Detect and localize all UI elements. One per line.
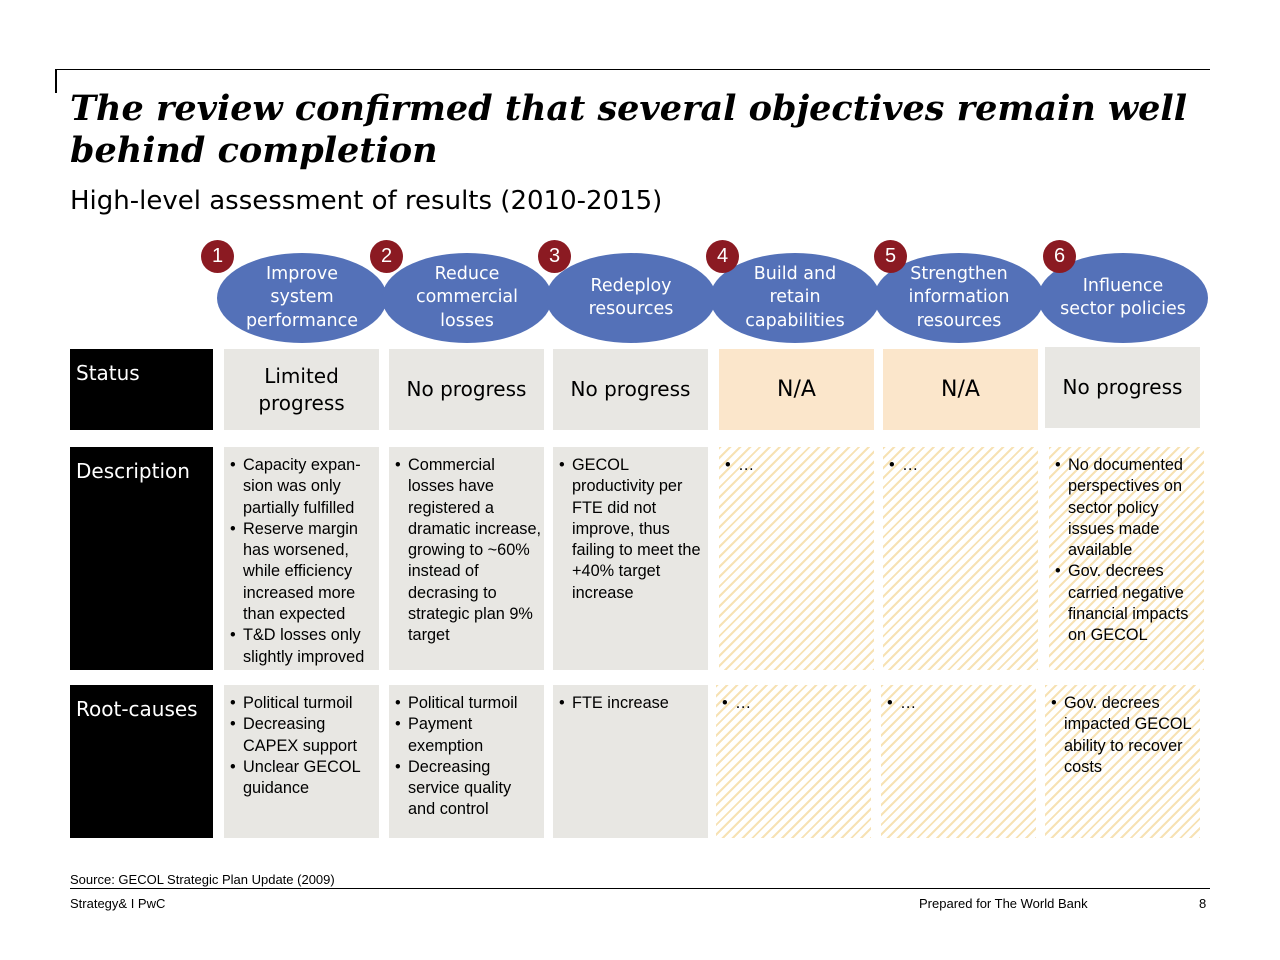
description-cell: GECOL productivity per FTE did not impro… xyxy=(553,447,708,670)
objective-number-badge: 3 xyxy=(538,240,571,273)
description-cell: … xyxy=(883,447,1038,670)
root-cause-cell: FTE increase xyxy=(553,685,708,838)
bullet-item: Gov. decrees impacted GECOL ability to r… xyxy=(1051,693,1198,778)
objective-number-badge: 5 xyxy=(874,240,907,273)
objective-label: Improve system performance xyxy=(245,263,359,331)
bullet-item: T&D losses only slightly improved xyxy=(230,625,377,668)
bullet-item: Reserve margin has worsened, while effic… xyxy=(230,519,377,625)
bullet-list: Commercial losses have registered a dram… xyxy=(389,447,544,647)
status-cell: No progress xyxy=(553,349,708,430)
bullet-item: GECOL productivity per FTE did not impro… xyxy=(559,455,706,604)
bullet-item: … xyxy=(722,693,869,715)
bullet-item: Decreasing CAPEX support xyxy=(230,714,377,757)
objective-label: Strengthen information resources xyxy=(908,263,1010,331)
root-cause-cell: Political turmoil Decreasing CAPEX suppo… xyxy=(224,685,379,838)
objective-1-ellipse: Improve system performance xyxy=(217,253,387,343)
status-cell: N/A xyxy=(719,349,874,430)
objective-5-ellipse: Strengthen information resources xyxy=(874,253,1044,343)
bullet-item: … xyxy=(887,693,1034,715)
bullet-item: … xyxy=(889,455,1036,477)
objective-label: Influence sector policies xyxy=(1060,275,1186,320)
bullet-list: … xyxy=(883,447,1038,477)
source-note: Source: GECOL Strategic Plan Update (200… xyxy=(70,872,335,887)
bullet-item: … xyxy=(725,455,872,477)
row-header-root-causes: Root-causes xyxy=(70,685,213,838)
status-cell: No progress xyxy=(389,349,544,430)
bullet-item: Political turmoil xyxy=(230,693,377,715)
root-cause-cell: … xyxy=(881,685,1036,838)
objective-number-badge: 2 xyxy=(370,240,403,273)
description-cell: Capacity expan-sion was only partially f… xyxy=(224,447,379,670)
bullet-list: … xyxy=(716,685,871,715)
row-header-status: Status xyxy=(70,349,213,430)
bullet-list: FTE increase xyxy=(553,685,708,715)
bullet-item: Gov. decrees carried negative financial … xyxy=(1055,561,1202,646)
bullet-list: … xyxy=(881,685,1036,715)
bullet-list: Political turmoil Payment exemption Decr… xyxy=(389,685,544,821)
bullet-list: Gov. decrees impacted GECOL ability to r… xyxy=(1045,685,1200,778)
objective-label: Redeploy resources xyxy=(588,275,674,320)
root-cause-cell: Political turmoil Payment exemption Decr… xyxy=(389,685,544,838)
bullet-list: Capacity expan-sion was only partially f… xyxy=(224,447,379,668)
objective-2-ellipse: Reduce commercial losses xyxy=(382,253,552,343)
objective-number-badge: 4 xyxy=(706,240,739,273)
root-cause-cell: … xyxy=(716,685,871,838)
corner-mark xyxy=(55,69,57,93)
bullet-item: FTE increase xyxy=(559,693,706,715)
objective-number-badge: 6 xyxy=(1043,240,1076,273)
objective-label: Reduce commercial losses xyxy=(415,263,519,331)
bullet-item: Unclear GECOL guidance xyxy=(230,757,377,800)
slide-title: The review confirmed that several object… xyxy=(70,88,1187,171)
bullet-item: Political turmoil xyxy=(395,693,542,715)
bullet-item: Commercial losses have registered a dram… xyxy=(395,455,542,647)
bullet-list: GECOL productivity per FTE did not impro… xyxy=(553,447,708,604)
objective-3-ellipse: Redeploy resources xyxy=(546,253,716,343)
objective-number-badge: 1 xyxy=(201,240,234,273)
bullet-list: Political turmoil Decreasing CAPEX suppo… xyxy=(224,685,379,799)
footer-rule xyxy=(70,888,1210,889)
row-header-description: Description xyxy=(70,447,213,670)
bullet-item: Decreasing service quality and control xyxy=(395,757,542,821)
status-cell: N/A xyxy=(883,349,1038,430)
status-cell: No progress xyxy=(1045,347,1200,428)
page-number: 8 xyxy=(1199,896,1207,911)
objective-4-ellipse: Build and retain capabilities xyxy=(710,253,880,343)
bullet-list: No documented perspectives on sector pol… xyxy=(1049,447,1204,647)
objective-label: Build and retain capabilities xyxy=(745,263,845,331)
status-cell: Limited progress xyxy=(224,349,379,430)
top-rule xyxy=(55,69,1210,70)
bullet-item: Payment exemption xyxy=(395,714,542,757)
root-cause-cell: Gov. decrees impacted GECOL ability to r… xyxy=(1045,685,1200,838)
bullet-item: Capacity expan-sion was only partially f… xyxy=(230,455,377,519)
bullet-list: … xyxy=(719,447,874,477)
bullet-item: No documented perspectives on sector pol… xyxy=(1055,455,1202,561)
footer-prepared-for: Prepared for The World Bank xyxy=(919,896,1088,911)
description-cell: … xyxy=(719,447,874,670)
slide-subtitle: High-level assessment of results (2010-2… xyxy=(70,186,663,216)
description-cell: No documented perspectives on sector pol… xyxy=(1049,447,1204,670)
footer-brand: Strategy& I PwC xyxy=(70,896,166,911)
description-cell: Commercial losses have registered a dram… xyxy=(389,447,544,670)
